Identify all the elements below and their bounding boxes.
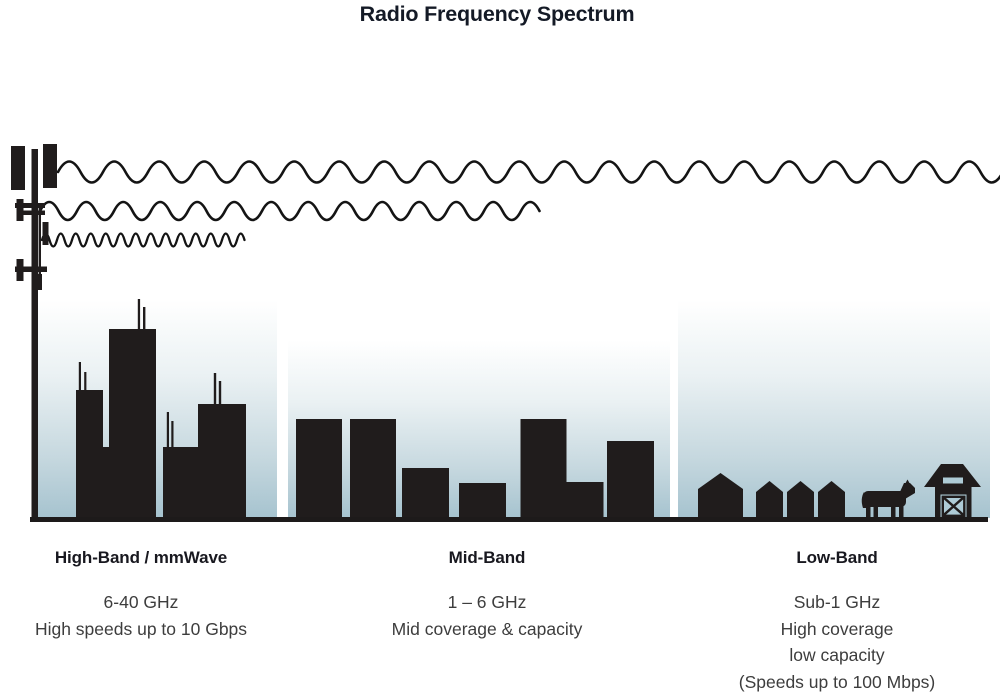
house-icon bbox=[818, 481, 845, 520]
low-band-capacity: low capacity bbox=[789, 645, 885, 665]
house-icon bbox=[698, 473, 743, 520]
high-band-title: High-Band / mmWave bbox=[54, 548, 228, 567]
house-icon bbox=[756, 481, 783, 520]
low-band-coverage: High coverage bbox=[780, 618, 894, 639]
high-band-wave bbox=[40, 232, 246, 248]
ground-line bbox=[30, 517, 988, 522]
mid-band-frequency: 1 – 6 GHz bbox=[447, 592, 527, 612]
page-title: Radio Frequency Spectrum bbox=[359, 2, 635, 26]
city-skyline-icon bbox=[76, 299, 246, 520]
spectrum-scene bbox=[11, 144, 1000, 522]
barn-icon bbox=[924, 464, 981, 520]
cell-tower-icon bbox=[11, 144, 57, 520]
mid-band-title: Mid-Band bbox=[448, 548, 526, 567]
low-band-frequency: Sub-1 GHz bbox=[793, 592, 881, 612]
mid-band-wave bbox=[38, 200, 541, 222]
high-band-description: High speeds up to 10 Gbps bbox=[34, 618, 248, 639]
cow-icon bbox=[861, 479, 915, 519]
house-icon bbox=[787, 481, 814, 520]
low-band-speed: (Speeds up to 100 Mbps) bbox=[738, 671, 936, 692]
high-band-label-block: High-Band / mmWave 6-40 GHz High speeds … bbox=[35, 548, 247, 642]
low-band-title: Low-Band bbox=[796, 548, 878, 567]
low-band-label-block: Low-Band Sub-1 GHz High coverage low cap… bbox=[739, 548, 936, 695]
town-skyline-icon bbox=[296, 419, 654, 520]
high-band-frequency: 6-40 GHz bbox=[103, 592, 179, 612]
mid-band-label-block: Mid-Band 1 – 6 GHz Mid coverage & capaci… bbox=[392, 548, 583, 642]
mid-band-description: Mid coverage & capacity bbox=[391, 618, 583, 639]
rural-scene bbox=[698, 464, 981, 520]
low-band-wave bbox=[56, 160, 1000, 184]
